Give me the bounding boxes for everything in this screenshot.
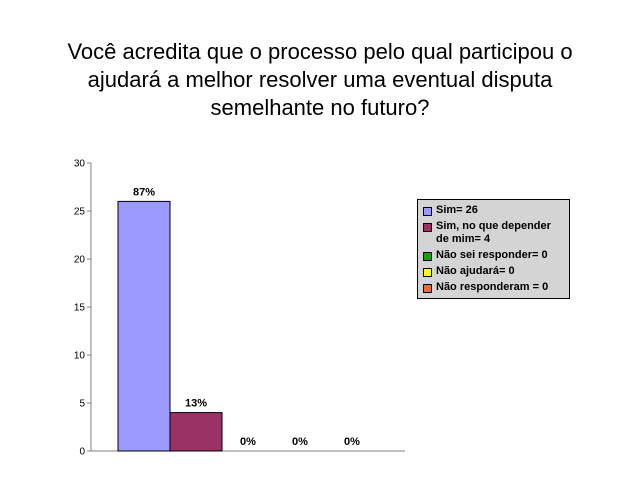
y-tick-label: 30 [74, 159, 86, 170]
y-tick-label: 5 [79, 399, 85, 410]
y-tick-label: 10 [74, 351, 86, 362]
data-label: 87% [133, 186, 155, 198]
data-label-group: 87% 13% 0% 0% 0% [133, 186, 360, 448]
legend-item: Não sei responder= 0 [423, 249, 565, 262]
legend-label: Sim= 26 [436, 204, 478, 216]
data-label: 13% [185, 398, 207, 410]
chart-title-line-2: ajudará a melhor resolver uma eventual d… [87, 67, 553, 92]
chart-title-line-3: semelhante no futuro? [210, 95, 430, 120]
y-tick-label: 25 [74, 207, 86, 218]
legend-item: Não ajudará= 0 [423, 265, 565, 278]
legend-label: Não ajudará= 0 [436, 265, 515, 277]
y-tick-label: 0 [79, 447, 85, 458]
chart-title-line-1: Você acredita que o processo pelo qual p… [67, 39, 573, 64]
chart-title: Você acredita que o processo pelo qual p… [20, 38, 620, 122]
bar [169, 412, 223, 452]
legend-item: Sim, no que depender de mim= 4 [423, 220, 565, 246]
legend-swatch-icon [423, 268, 432, 277]
legend-label: Não sei responder= 0 [436, 249, 548, 261]
legend-swatch-icon [423, 252, 432, 261]
data-label: 0% [292, 436, 308, 448]
legend-item: Não responderam = 0 [423, 281, 565, 294]
legend-swatch-icon [423, 207, 432, 216]
legend-item: Sim= 26 [423, 204, 565, 217]
legend-label: Sim, no que depender de mim= 4 [436, 220, 551, 245]
data-label: 0% [240, 436, 256, 448]
y-tick-label: 20 [74, 255, 86, 266]
legend-swatch-icon [423, 223, 432, 232]
y-tick-label: 15 [74, 303, 86, 314]
data-label: 0% [344, 436, 360, 448]
chart-legend: Sim= 26 Sim, no que depender de mim= 4 N… [417, 199, 570, 299]
legend-label: Não responderam = 0 [436, 281, 549, 293]
legend-swatch-icon [423, 284, 432, 293]
bar-group [117, 200, 223, 452]
bar [117, 200, 171, 452]
